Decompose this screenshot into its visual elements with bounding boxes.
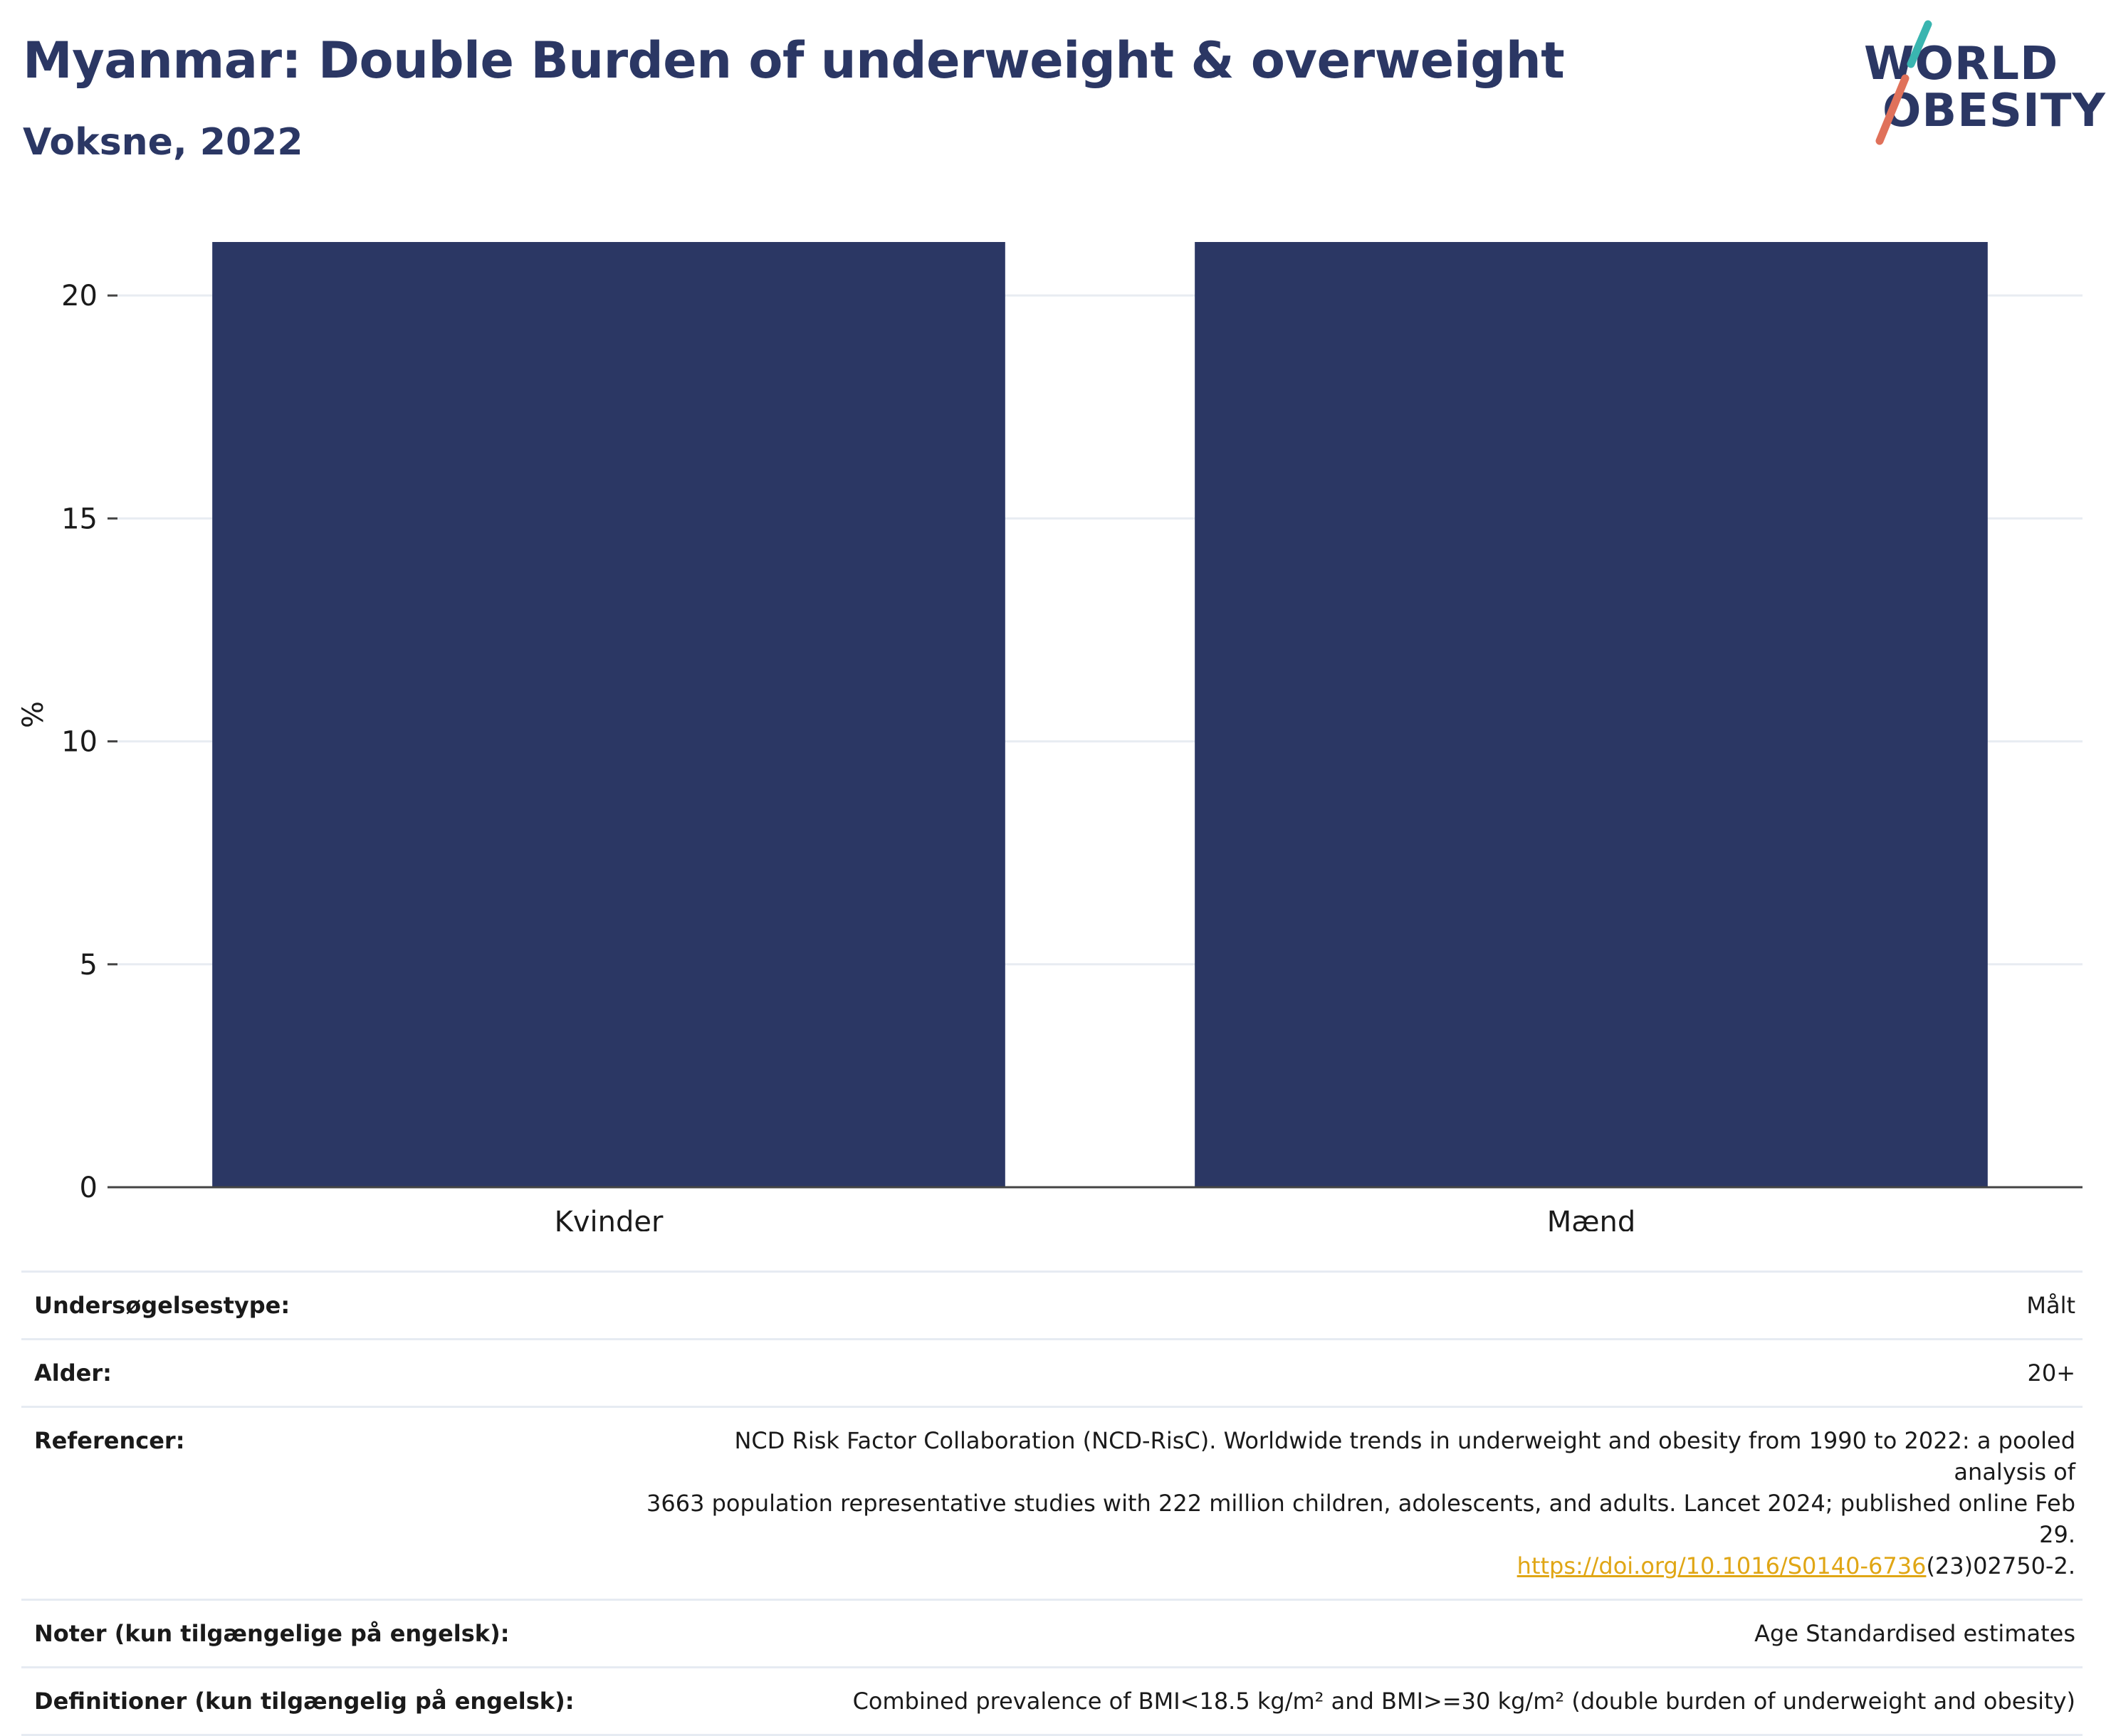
bars [212,242,1988,1187]
chart-subtitle: Voksne, 2022 [23,121,303,164]
metadata-table: Undersøgelsestype: Målt Alder: 20+ Refer… [21,1271,2083,1736]
notes-value: Age Standardised estimates [625,1599,2083,1668]
metadata-row-age: Alder: 20+ [21,1338,2083,1407]
age-label: Alder: [21,1338,625,1407]
y-tick-label: 5 [80,949,98,982]
bar-kvinder [212,242,1005,1187]
x-tick-label: Mænd [1547,1206,1636,1231]
y-tick-labels: 0 5 10 15 20 [61,280,117,1204]
world-obesity-logo: WORLD OBESITY [1851,20,2105,148]
x-tick-label: Kvinder [555,1206,664,1231]
logo-slash-icon [1875,20,1932,145]
metadata-row-definitions: Definitioner (kun tilgængelig på engelsk… [21,1666,2083,1736]
logo-line-world: WORLD [1864,38,2059,90]
bar-maend [1195,242,1988,1187]
metadata-row-notes: Noter (kun tilgængelige på engelsk): Age… [21,1599,2083,1668]
reference-doi-link[interactable]: https://doi.org/10.1016/S0140-6736 [1516,1552,1927,1579]
y-tick-label: 10 [61,726,98,759]
reference-line-1: NCD Risk Factor Collaboration (NCD-RisC)… [734,1427,2075,1485]
notes-label: Noter (kun tilgængelige på engelsk): [21,1599,625,1668]
logo-line-obesity: OBESITY [1882,85,2106,137]
reference-line-2: 3663 population representative studies w… [646,1490,2075,1548]
references-label: Referencer: [21,1406,625,1600]
survey-type-label: Undersøgelsestype: [21,1271,625,1340]
chart-title: Myanmar: Double Burden of underweight & … [23,31,1565,90]
x-tick-labels: Kvinder Mænd [555,1206,1636,1231]
survey-type-value: Målt [625,1271,2083,1340]
bar-chart: 0 5 10 15 20 Kvinder Mænd % [17,242,2083,1231]
metadata-row-references: Referencer: NCD Risk Factor Collaboratio… [21,1406,2083,1600]
y-tick-label: 15 [61,503,98,535]
reference-doi-suffix: (23)02750-2. [1926,1552,2075,1579]
metadata-row-survey-type: Undersøgelsestype: Målt [21,1271,2083,1340]
y-axis-label: % [17,701,50,728]
y-tick-label: 0 [80,1172,98,1204]
definitions-label: Definitioner (kun tilgængelig på engelsk… [21,1666,625,1736]
age-value: 20+ [625,1338,2083,1407]
references-value: NCD Risk Factor Collaboration (NCD-RisC)… [625,1406,2083,1600]
y-tick-label: 20 [61,280,98,312]
definitions-value: Combined prevalence of BMI<18.5 kg/m² an… [625,1666,2083,1736]
